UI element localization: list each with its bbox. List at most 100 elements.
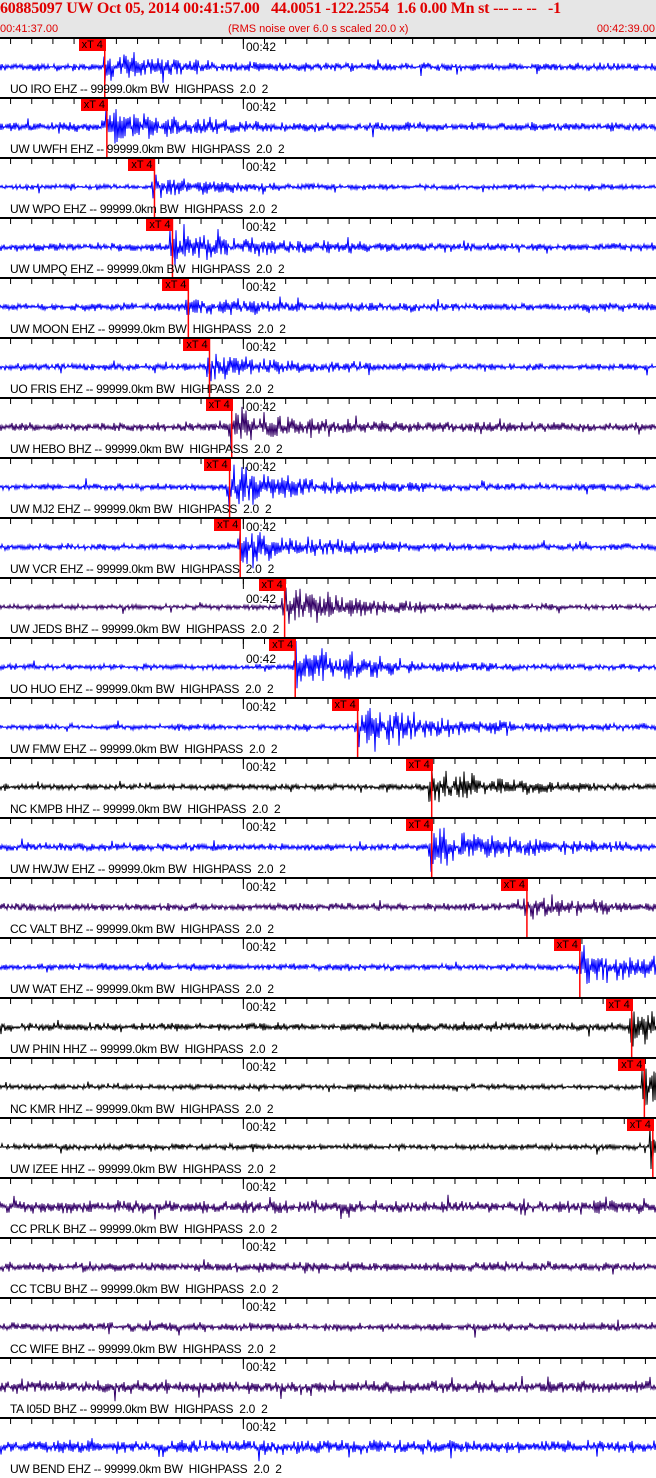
trace-panel: 00:42 xT 4 UW WAT EHZ -- 99999.0km BW HIGH… — [0, 937, 656, 997]
minute-label: 00:42 — [246, 100, 277, 114]
trace-label: CC WIFE BHZ -- 99999.0km BW HIGHPASS 2.0… — [10, 1342, 276, 1356]
minute-label: 00:42 — [246, 460, 277, 474]
trace-panel: 00:42 xT 4 UW MJ2 EHZ -- 99999.0km BW HIGH… — [0, 457, 656, 517]
trace-label: UW UWFH EHZ -- 99999.0km BW HIGHPASS 2.0… — [10, 142, 285, 156]
end-time: 00:42:39.00 — [596, 23, 655, 35]
pick-flag[interactable]: xT 4 — [605, 999, 633, 1011]
trace-panel: 00:42 xT 4 UW FMW EHZ -- 99999.0km BW HIGH… — [0, 697, 656, 757]
waveform-trace — [0, 1319, 656, 1338]
trace-plot — [0, 999, 656, 1057]
pick-flag[interactable]: xT 4 — [405, 759, 433, 771]
trace-panel: 00:42 xT 4 UW UMPQ EHZ -- 99999.0km BW HIG… — [0, 217, 656, 277]
trace-label: UO IRO EHZ -- 99999.0km BW HIGHPASS 2.0 … — [10, 82, 268, 96]
waveform-trace — [0, 769, 656, 803]
trace-label: UO FRIS EHZ -- 99999.0km BW HIGHPASS 2.0… — [10, 382, 274, 396]
noise-note: (RMS noise over 6.0 s scaled 20.0 x) — [228, 23, 409, 35]
minute-label: 00:42 — [246, 1240, 277, 1254]
seismogram-panels: 00:42 xT 4 UO IRO EHZ -- 99999.0km BW HIGH… — [0, 37, 656, 1477]
pick-flag[interactable]: xT 4 — [618, 1059, 646, 1071]
trace-label: UW HEBO BHZ -- 99999.0km BW HIGHPASS 2.0… — [10, 442, 283, 456]
waveform-trace — [0, 894, 656, 920]
pick-flag[interactable]: xT 4 — [205, 399, 233, 411]
trace-label: CC TCBU BHZ -- 99999.0km BW HIGHPASS 2.0… — [10, 1282, 279, 1296]
trace-label: UW WPO EHZ -- 99999.0km BW HIGHPASS 2.0 … — [10, 202, 278, 216]
pick-flag[interactable]: xT 4 — [146, 219, 174, 231]
pick-flag[interactable]: xT 4 — [553, 939, 581, 951]
trace-plot — [0, 1239, 656, 1275]
minute-label: 00:42 — [246, 1420, 277, 1434]
trace-label: UW BEND EHZ -- 99999.0km BW HIGHPASS 2.0… — [10, 1462, 282, 1476]
trace-plot — [0, 1359, 656, 1402]
waveform-trace — [0, 945, 656, 984]
trace-label: UW PHIN HHZ -- 99999.0km BW HIGHPASS 2.0… — [10, 1042, 278, 1056]
trace-panel: 00:42 xT 4 NC KMPB HHZ -- 99999.0km BW HIG… — [0, 757, 656, 817]
trace-panel: 00:42 TA I05D BHZ -- 99999.0km BW HIGHPAS… — [0, 1357, 656, 1417]
trace-panel: 00:42 xT 4 UO FRIS EHZ -- 99999.0km BW HIG… — [0, 337, 656, 397]
minute-label: 00:42 — [246, 1120, 277, 1134]
pick-flag[interactable]: xT 4 — [405, 819, 433, 831]
minute-label: 00:42 — [246, 400, 277, 414]
pick-flag[interactable]: xT 4 — [269, 639, 297, 651]
pick-flag[interactable]: xT 4 — [214, 519, 242, 531]
trace-plot — [0, 1299, 656, 1338]
waveform-trace — [0, 406, 656, 449]
pick-flag[interactable]: xT 4 — [331, 699, 359, 711]
trace-plot — [0, 219, 656, 277]
trace-panel: 00:42 CC TCBU BHZ -- 99999.0km BW HIGHPAS… — [0, 1237, 656, 1297]
pick-flag[interactable]: xT 4 — [183, 339, 211, 351]
trace-plot — [0, 39, 656, 97]
trace-panel: 00:42 CC WIFE BHZ -- 99999.0km BW HIGHPAS… — [0, 1297, 656, 1357]
trace-plot — [0, 939, 656, 997]
minute-label: 00:42 — [246, 700, 277, 714]
waveform-trace — [0, 296, 656, 316]
minute-label: 00:42 — [246, 1060, 277, 1074]
minute-label: 00:42 — [246, 1360, 277, 1374]
waveform-trace — [0, 174, 656, 199]
trace-label: UW JEDS BHZ -- 99999.0km BW HIGHPASS 2.0… — [10, 622, 280, 636]
trace-panel: 00:42 xT 4 UW HWJW EHZ -- 99999.0km BW HIG… — [0, 817, 656, 877]
trace-label: CC VALT BHZ -- 99999.0km BW HIGHPASS 2.0… — [10, 922, 274, 936]
trace-plot — [0, 1419, 656, 1462]
start-time: 00:41:37.00 — [0, 23, 59, 35]
minute-label: 00:42 — [246, 592, 277, 606]
waveform-trace — [0, 1068, 656, 1106]
trace-panel: 00:42 xT 4 UW UWFH EHZ -- 99999.0km BW HIG… — [0, 97, 656, 157]
trace-panel: 00:42 xT 4 UW MOON EHZ -- 99999.0km BW HIG… — [0, 277, 656, 337]
minute-label: 00:42 — [246, 880, 277, 894]
waveform-trace — [0, 1011, 656, 1047]
trace-plot — [0, 459, 656, 517]
pick-flag[interactable]: xT 4 — [203, 459, 231, 471]
pick-flag[interactable]: xT 4 — [626, 1119, 654, 1131]
pick-flag[interactable]: xT 4 — [162, 279, 190, 291]
trace-plot — [0, 519, 656, 577]
minute-label: 00:42 — [246, 160, 277, 174]
minute-label: 00:42 — [246, 1300, 277, 1314]
minute-label: 00:42 — [246, 760, 277, 774]
waveform-trace — [0, 1259, 656, 1275]
waveform-trace — [0, 464, 656, 507]
trace-panel: 00:42 xT 4 CC VALT BHZ -- 99999.0km BW HIG… — [0, 877, 656, 937]
pick-flag[interactable]: xT 4 — [258, 579, 286, 591]
trace-label: UW UMPQ EHZ -- 99999.0km BW HIGHPASS 2.0… — [10, 262, 285, 276]
waveform-trace — [0, 640, 656, 689]
pick-flag[interactable]: xT 4 — [128, 159, 156, 171]
minute-label: 00:42 — [246, 220, 277, 234]
trace-panel: 00:42 xT 4 UW JEDS BHZ -- 99999.0km BW HIG… — [0, 577, 656, 637]
minute-label: 00:42 — [246, 940, 277, 954]
trace-label: UW MJ2 EHZ -- 99999.0km BW HIGHPASS 2.0 … — [10, 502, 272, 516]
waveform-trace — [0, 108, 656, 144]
trace-plot — [0, 579, 656, 637]
trace-label: UO HUO EHZ -- 99999.0km BW HIGHPASS 2.0 … — [10, 682, 274, 696]
trace-panel: 00:42 UW BEND EHZ -- 99999.0km BW HIGHPAS… — [0, 1417, 656, 1477]
trace-plot — [0, 639, 656, 697]
trace-panel: 00:42 xT 4 UW HEBO BHZ -- 99999.0km BW HIG… — [0, 397, 656, 457]
minute-label: 00:42 — [246, 340, 277, 354]
waveform-trace — [0, 353, 656, 382]
trace-panel: 00:42 CC PRLK BHZ -- 99999.0km BW HIGHPAS… — [0, 1177, 656, 1237]
pick-flag[interactable]: xT 4 — [500, 879, 528, 891]
minute-label: 00:42 — [246, 280, 277, 294]
waveform-trace — [0, 827, 656, 872]
trace-plot — [0, 1179, 656, 1220]
pick-flag[interactable]: xT 4 — [80, 99, 108, 111]
pick-flag[interactable]: xT 4 — [78, 39, 106, 51]
